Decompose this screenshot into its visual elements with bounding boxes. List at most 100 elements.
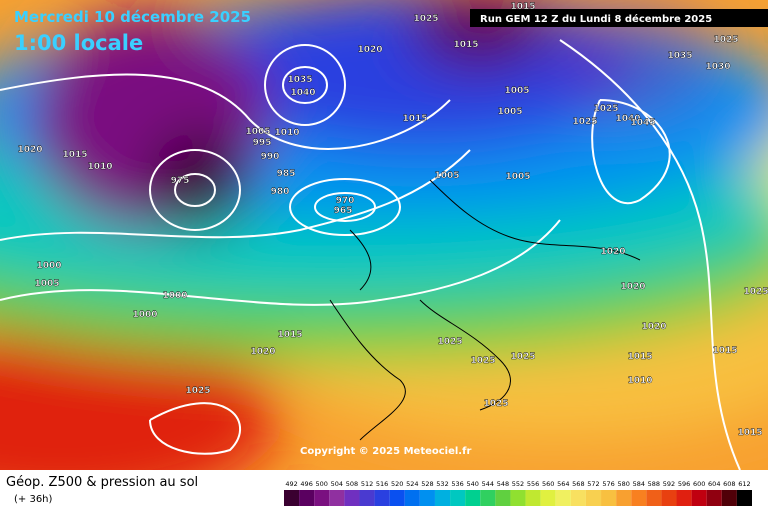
colorbar-swatch: [359, 490, 375, 506]
isobar-label: 970: [336, 196, 355, 206]
colorbar-swatch: [495, 490, 511, 506]
colorbar-swatch: [374, 490, 390, 506]
colorbar-label: 592: [663, 480, 675, 488]
colorbar-label: 500: [316, 480, 328, 488]
colorbar-label: 572: [587, 480, 599, 488]
colorbar-swatch: [284, 490, 300, 506]
colorbar-swatch: [419, 490, 435, 506]
isobar-label: 980: [271, 187, 290, 197]
isobar-label: 1040: [290, 88, 315, 98]
colorbar-swatch: [661, 490, 677, 506]
colorbar-swatch: [344, 490, 360, 506]
isobar-label: 1025: [572, 117, 597, 127]
colorbar-swatch: [570, 490, 586, 506]
colorbar-swatch: [736, 490, 752, 506]
colorbar-label: 608: [723, 480, 735, 488]
isobar-label: 1005: [434, 171, 459, 181]
isobar-label: 965: [334, 206, 353, 216]
colorbar-label: 596: [678, 480, 690, 488]
colorbar-swatch: [329, 490, 345, 506]
map-time: 1:00 locale: [14, 31, 143, 55]
colorbar-swatch: [555, 490, 571, 506]
isobar-label: 1000: [36, 261, 61, 271]
colorbar-swatch: [585, 490, 602, 506]
isobar-label: 1020: [17, 145, 42, 155]
colorbar-label: 532: [436, 480, 448, 488]
isobar-label: 1015: [510, 2, 535, 12]
isobar-label: 1045: [630, 118, 655, 128]
colorbar-label: 508: [346, 480, 358, 488]
isobar-label: 1025: [743, 287, 768, 297]
colorbar-swatch: [299, 490, 315, 506]
isobar-label: 1005: [505, 172, 530, 182]
colorbar-swatch: [706, 490, 722, 506]
colorbar-label: 560: [542, 480, 554, 488]
colorbar-label: 544: [482, 480, 494, 488]
colorbar-label: 536: [451, 480, 463, 488]
colorbar-label: 556: [527, 480, 539, 488]
colorbar-swatch: [389, 490, 405, 506]
isobar-label: 1025: [713, 35, 738, 45]
colorbar-swatch: [525, 490, 541, 506]
isobar-label: 1025: [185, 386, 210, 396]
colorbar-label: 548: [497, 480, 509, 488]
colorbar-swatch: [601, 490, 617, 506]
colorbar-label: 540: [466, 480, 478, 488]
isobar-label: 1040: [615, 114, 640, 124]
isobar-label: 1005: [497, 107, 522, 117]
isobar-label: 1020: [250, 347, 275, 357]
colorbar-label: 492: [285, 480, 297, 488]
isobar-label: 1030: [705, 62, 730, 72]
colorbar-swatch: [450, 490, 466, 506]
colorbar-label: 604: [708, 480, 720, 488]
isobar-label: 1020: [357, 45, 382, 55]
isobar-label: 1015: [453, 40, 478, 50]
colorbar-label: 612: [738, 480, 750, 488]
isobar-label: 1035: [667, 51, 692, 61]
isobar-labels: 1015 1025 1015 1020 1035 1040 1005 1005 1015 1005…: [17, 2, 768, 438]
isobar-label: 1005: [34, 279, 59, 289]
colorbar-label: 568: [572, 480, 584, 488]
isobar-label: 1000: [162, 291, 187, 301]
isobar-label: 995: [253, 138, 272, 148]
isobar-label: 1015: [737, 428, 762, 438]
colorbar-swatch: [631, 490, 647, 506]
isobar-label: 1020: [620, 282, 645, 292]
colorbar-label: 496: [300, 480, 312, 488]
isobar-label: 1015: [627, 352, 652, 362]
footer-lead: (+ 36h): [14, 494, 53, 505]
colorbar-label: 576: [602, 480, 614, 488]
colorbar-swatch: [434, 490, 451, 506]
isobar-label: 1020: [600, 247, 625, 257]
colorbar-swatch: [404, 490, 420, 506]
colorbar-swatch: [465, 490, 481, 506]
isobar-label: 985: [277, 169, 296, 179]
colorbar-swatch: [510, 490, 526, 506]
copyright: Copyright © 2025 Meteociel.fr: [300, 446, 471, 457]
colorbar-swatch: [676, 490, 692, 506]
colorbar-swatch: [691, 490, 707, 506]
isobar-label: 1015: [62, 150, 87, 160]
colorbar-swatch: [721, 490, 737, 506]
colorbar-label: 516: [376, 480, 388, 488]
isobar-label: 1000: [132, 310, 157, 320]
isobar-label: 1015: [712, 346, 737, 356]
isobar-label: 1025: [413, 14, 438, 24]
colorbar-label: 528: [421, 480, 433, 488]
colorbar-label: 552: [512, 480, 524, 488]
isobar-label: 1020: [641, 322, 666, 332]
isobar-label: 1010: [87, 162, 112, 172]
run-box: [470, 9, 768, 27]
colorbar: 492 496 500 504 508 512 516 520 524 528 532 536 540 5…: [284, 480, 752, 506]
isobar-label: 1025: [470, 356, 495, 366]
colorbar-label: 512: [361, 480, 373, 488]
colorbar-label: 600: [693, 480, 705, 488]
colorbar-label: 584: [633, 480, 645, 488]
colorbar-swatch: [540, 490, 556, 506]
isobar-label: 1025: [593, 104, 618, 114]
isobar-label: 1025: [483, 399, 508, 409]
colorbar-swatch: [314, 490, 330, 506]
isobar-label: 1025: [510, 352, 535, 362]
map-date: Mercredi 10 décembre 2025: [14, 8, 251, 26]
